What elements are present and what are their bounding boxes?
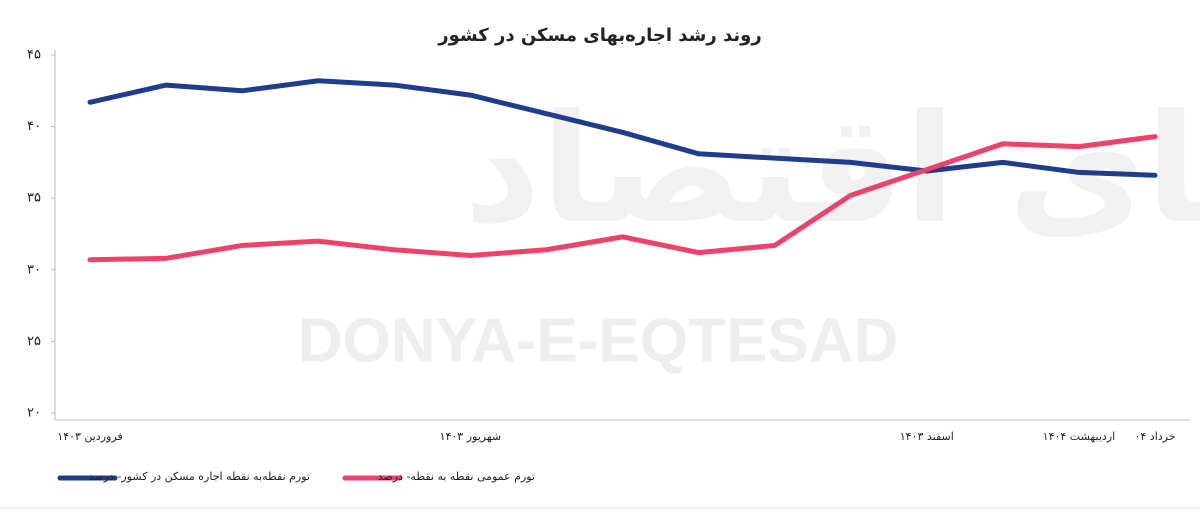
watermark: DONYA-E-EQTESAD (298, 306, 899, 375)
y-tick-label: ۲۰ (27, 406, 41, 421)
y-tick-label: ۴۰ (27, 119, 41, 134)
x-tick-label: فروردین ۱۴۰۳ (57, 430, 122, 443)
x-tick-label: اردیبهشت ۱۴۰۴ (1043, 430, 1115, 443)
watermark-logo: دنیای اقتصاد (464, 83, 1200, 257)
x-tick-label: اسفند ۱۴۰۳ (900, 430, 954, 443)
series-line (87, 78, 1158, 178)
legend-label: تورم عمومی نقطه به نقطه- درصد (378, 470, 535, 483)
y-tick-label: ۴۵ (27, 48, 41, 63)
x-tick-label: شهریور ۱۴۰۳ (440, 430, 502, 443)
legend-label: تورم نقطه‌به نقطه اجاره مسکن در کشور- در… (89, 470, 310, 483)
y-tick-label: ۲۵ (27, 334, 41, 349)
y-tick-label: ۳۰ (27, 262, 41, 277)
series-line (87, 134, 1158, 263)
x-tick-label: خرداد ۰۴ (1134, 430, 1175, 443)
y-tick-label: ۳۵ (27, 191, 41, 206)
chart-title: روند رشد اجاره‌بهای مسکن در کشور (437, 25, 761, 46)
